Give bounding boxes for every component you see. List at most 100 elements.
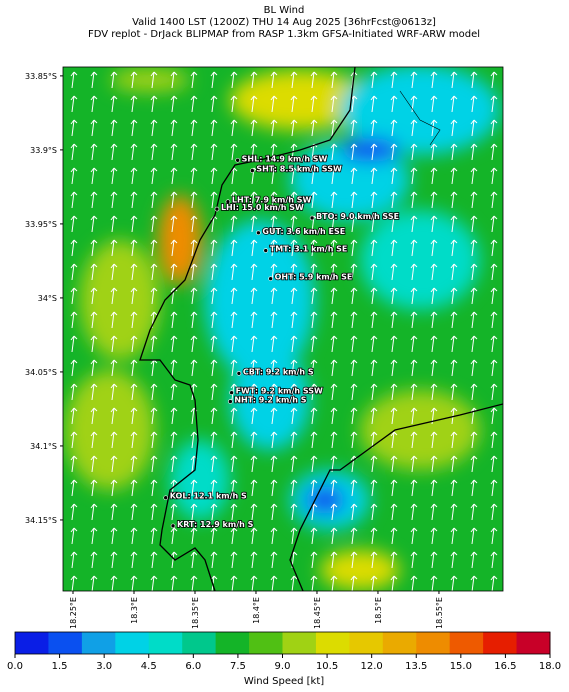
wind-arrow [470,167,478,185]
wind-arrow [370,95,378,113]
wind-arrow [130,503,138,521]
wind-arrow [130,359,138,377]
wind-arrow [330,551,338,569]
wind-arrow [410,407,418,425]
wind-arrow [230,71,238,89]
wind-arrow [430,95,438,113]
wind-arrow [370,551,378,569]
wind-arrow [90,95,98,113]
wind-arrow [190,263,198,281]
station-label: SHL: 14.9 km/h SW [242,154,328,163]
wind-arrow [250,359,258,377]
wind-arrow [410,287,418,305]
wind-arrow [210,407,218,425]
wind-arrow [150,551,158,569]
wind-arrow [390,311,398,329]
wind-arrow [130,335,138,353]
wind-arrow [250,263,258,281]
wind-arrow [230,503,238,521]
wind-arrow [370,263,378,281]
wind-arrow [130,407,138,425]
wind-arrow [290,215,298,233]
wind-arrow [490,479,498,497]
wind-arrow [210,503,218,521]
wind-arrow [290,287,298,305]
wind-arrow [130,191,138,209]
x-tick-label: 18.3°E [130,597,139,624]
wind-arrow [370,359,378,377]
wind-arrow [350,383,358,401]
wind-arrow [190,95,198,113]
wind-arrow [150,119,158,137]
wind-arrow [370,335,378,353]
wind-arrow [350,407,358,425]
wind-arrow [450,503,458,521]
wind-arrow [310,527,318,545]
wind-arrow [350,575,358,591]
wind-arrow [70,311,78,329]
colorbar-swatch [483,632,518,654]
wind-arrow [150,239,158,257]
y-tick-label: 34.15°S [25,516,57,525]
wind-arrow [150,263,158,281]
wind-arrow [70,335,78,353]
wind-arrow [310,455,318,473]
wind-arrow [110,167,118,185]
wind-arrow [350,359,358,377]
wind-arrow [110,71,118,89]
wind-arrow [370,167,378,185]
wind-arrow [270,119,278,137]
wind-arrow [130,575,138,591]
wind-arrow [190,167,198,185]
station-label: LHT: 7.9 km/h SW [232,196,312,205]
wind-arrow [430,359,438,377]
wind-arrow [410,263,418,281]
wind-arrow [270,431,278,449]
wind-arrow [350,335,358,353]
wind-arrow [170,191,178,209]
wind-arrow [150,431,158,449]
wind-arrow [250,551,258,569]
wind-arrow [490,119,498,137]
wind-arrow [330,143,338,161]
wind-arrow [290,383,298,401]
wind-arrow [150,335,158,353]
wind-arrow [170,335,178,353]
wind-arrow [470,503,478,521]
wind-arrow [290,479,298,497]
wind-arrow [250,311,258,329]
wind-arrow [130,119,138,137]
wind-arrow [110,359,118,377]
colorbar-swatch [148,632,183,654]
wind-arrow [470,239,478,257]
wind-arrow [350,431,358,449]
wind-arrow [450,383,458,401]
wind-arrow [270,503,278,521]
wind-arrow [250,71,258,89]
wind-arrow [270,479,278,497]
wind-arrow [470,263,478,281]
wind-arrow [310,575,318,591]
y-tick-label: 33.95°S [25,220,57,229]
wind-arrow [390,551,398,569]
wind-arrow [270,455,278,473]
station-label: GUT: 3.6 km/h ESE [262,227,345,236]
x-tick-label: 18.45°E [313,597,322,629]
colorbar-swatch [15,632,49,654]
wind-arrow [410,239,418,257]
wind-arrow [310,335,318,353]
wind-arrow [310,119,318,137]
wind-arrow [450,575,458,591]
wind-arrow [250,455,258,473]
wind-arrow [490,455,498,473]
wind-arrow [290,191,298,209]
colorbar-tick-label: 6.0 [185,661,201,672]
wind-arrow [110,455,118,473]
colorbar-swatch [215,632,250,654]
wind-arrow [330,503,338,521]
y-tick-label: 34.05°S [25,368,57,377]
wind-arrow [410,503,418,521]
wind-arrow [330,95,338,113]
wind-arrow [490,239,498,257]
wind-arrow [190,119,198,137]
